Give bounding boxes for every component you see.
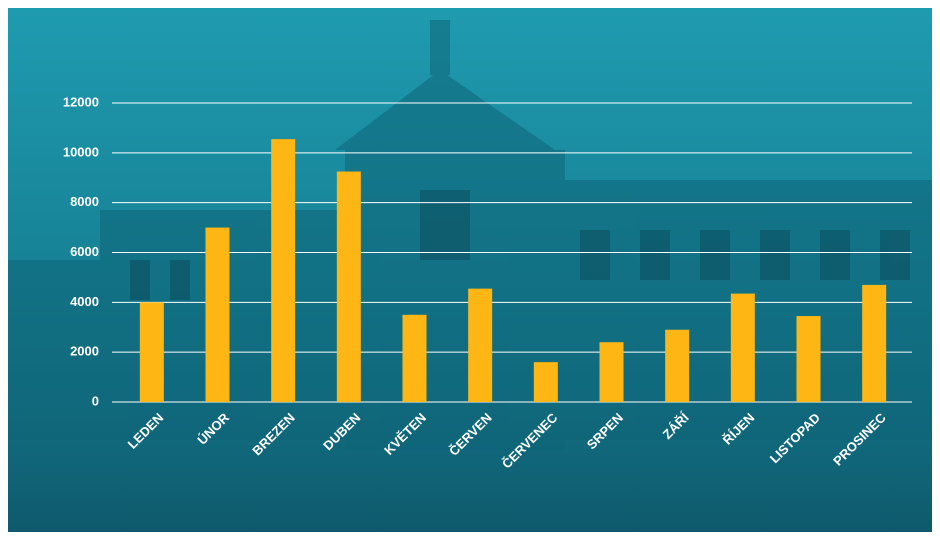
bar — [337, 172, 361, 402]
y-tick-label: 6000 — [70, 244, 99, 259]
bar — [206, 228, 230, 402]
bar — [731, 294, 755, 402]
bar — [534, 362, 558, 402]
y-tick-label: 8000 — [70, 194, 99, 209]
page: 020004000600080001000012000LEDENÚNORBREZ… — [0, 0, 940, 539]
bar — [862, 285, 886, 402]
bar — [468, 289, 492, 402]
y-tick-label: 2000 — [70, 344, 99, 359]
chart: 020004000600080001000012000LEDENÚNORBREZ… — [0, 0, 940, 539]
y-tick-label: 10000 — [63, 144, 99, 159]
bar — [797, 316, 821, 402]
bar — [403, 315, 427, 402]
y-tick-label: 4000 — [70, 294, 99, 309]
y-tick-label: 0 — [92, 393, 99, 408]
bar — [271, 139, 295, 402]
y-tick-label: 12000 — [63, 94, 99, 109]
bar — [600, 342, 624, 402]
bar — [140, 302, 164, 402]
bar — [665, 330, 689, 402]
